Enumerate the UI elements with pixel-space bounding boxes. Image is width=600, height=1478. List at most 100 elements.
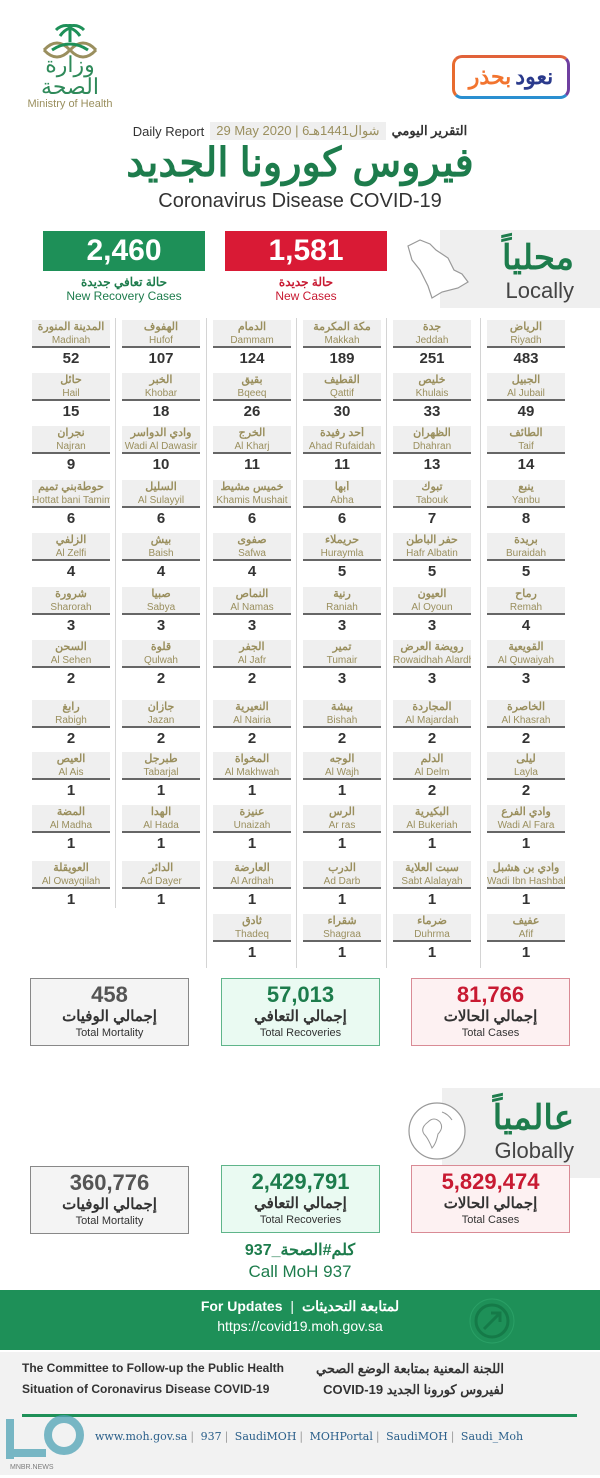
city-case-count: 1 — [156, 891, 166, 908]
city-label: جدة Jeddah — [393, 320, 471, 348]
column-divider — [296, 318, 297, 968]
local-cases-value: 81,766 — [456, 982, 525, 1007]
committee-ar: اللجنة المعنية بمتابعة الوضع الصحي لفيرو… — [244, 1358, 504, 1400]
call-hashtag: كلم#الصحة_937 — [244, 1242, 356, 1259]
city-cell: القطيف Qattif 30 — [303, 373, 381, 422]
city-cell: البكيرية Al Bukeriah 1 — [393, 805, 471, 854]
city-case-count: 3 — [337, 617, 347, 634]
city-cell: خميس مشيط Khamis Mushait 6 — [213, 480, 291, 529]
city-label: البكيرية Al Bukeriah — [393, 805, 471, 833]
city-label: خميس مشيط Khamis Mushait — [213, 480, 291, 508]
city-name-en: Ahad Rufaidah — [308, 441, 376, 452]
city-name-ar: حائل — [60, 374, 82, 386]
city-case-count: 1 — [337, 891, 347, 908]
city-name-ar: الوجه — [329, 753, 355, 765]
city-name-en: Al Sulayyil — [137, 495, 185, 506]
ministry-of-health-logo: وزارة الصحة Ministry of Health — [20, 20, 120, 110]
city-case-count: 2 — [247, 670, 257, 687]
city-label: تمير Tumair — [303, 640, 381, 668]
city-name-en: Abha — [330, 495, 354, 506]
city-case-count: 3 — [66, 617, 76, 634]
city-label: الطائف Taif — [487, 426, 565, 454]
city-cell: الجبيل Al Jubail 49 — [487, 373, 565, 422]
city-case-count: 3 — [337, 670, 347, 687]
city-name-en: Al Namas — [230, 602, 274, 613]
column-divider — [115, 318, 116, 908]
report-label-ar: التقرير اليومي — [391, 123, 468, 138]
city-case-count: 3 — [427, 617, 437, 634]
city-name-ar: سبت العلاية — [405, 862, 459, 874]
city-name-en: Shagraa — [323, 929, 361, 940]
global-mortality-value: 360,776 — [69, 1170, 150, 1195]
updates-url[interactable]: https://covid19.moh.gov.sa — [217, 1318, 383, 1334]
city-name-en: Riyadh — [510, 335, 542, 346]
new-recoveries-value: 2,460 — [43, 231, 205, 271]
city-name-en: Unaizah — [233, 820, 271, 831]
city-name-en: Dammam — [230, 335, 274, 346]
global-total-mortality: 360,776 إجمالي الوفيات Total Mortality — [30, 1166, 189, 1234]
phone-link[interactable]: 937 — [200, 1430, 222, 1443]
city-name-ar: الظهران — [413, 427, 451, 439]
updates-separator: | — [290, 1298, 295, 1314]
city-name-ar: عفيف — [512, 915, 540, 927]
local-total-mortality: 458 إجمالي الوفيات Total Mortality — [30, 978, 189, 1046]
city-label: أبها Abha — [303, 480, 381, 508]
city-name-ar: شقراء — [327, 915, 357, 927]
city-cell: حوطةبني تميم Hottat bani Tamim 6 — [32, 480, 110, 529]
city-case-count: 33 — [423, 403, 441, 420]
city-name-ar: الهفوف — [143, 321, 179, 333]
city-cell: الخرج Al Kharj 11 — [213, 426, 291, 475]
city-case-count: 1 — [247, 835, 257, 852]
campaign-word-2: بحذر — [468, 64, 512, 89]
youtube-link[interactable]: MOHPortal — [309, 1430, 373, 1443]
city-case-count: 1 — [521, 891, 531, 908]
city-label: الجفر Al Jafr — [213, 640, 291, 668]
city-label: صبيا Sabya — [122, 587, 200, 615]
city-name-ar: أبها — [334, 481, 350, 493]
city-name-en: Al Quwaiyah — [497, 655, 555, 666]
city-case-count: 52 — [62, 350, 80, 367]
city-name-ar: رابغ — [62, 701, 80, 713]
website-link[interactable]: www.moh.gov.sa — [95, 1430, 188, 1443]
city-name-ar: الخبر — [149, 374, 173, 386]
city-name-en: Wadi Al Dawasir — [124, 441, 198, 452]
city-case-count: 11 — [244, 456, 260, 473]
city-cell: صفوى Safwa 4 — [213, 533, 291, 582]
social-links: www.moh.gov.sa | 937 | SaudiMOH | MOHPortal… — [95, 1430, 524, 1443]
instagram-link[interactable]: SaudiMOH — [386, 1430, 448, 1443]
city-name-en: Sabya — [146, 602, 176, 613]
city-label: أحد رفيدة Ahad Rufaidah — [303, 426, 381, 454]
city-label: القطيف Qattif — [303, 373, 381, 401]
city-name-en: Thadeq — [235, 929, 269, 940]
snapchat-link[interactable]: Saudi_Moh — [460, 1430, 524, 1443]
city-name-en: Bqeeq — [237, 388, 267, 399]
city-name-ar: وادي الفرع — [501, 806, 551, 818]
city-name-en: Al Kharj — [234, 441, 270, 452]
city-name-ar: حوطةبني تميم — [38, 481, 104, 493]
city-name-en: Tumair — [326, 655, 358, 666]
city-name-ar: تبوك — [421, 481, 443, 493]
city-label: المجاردة Al Majardah — [393, 700, 471, 728]
city-cell: رابغ Rabigh 2 — [32, 700, 110, 749]
city-cell: مكة المكرمة Makkah 189 — [303, 320, 381, 369]
city-cell: حائل Hail 15 — [32, 373, 110, 422]
column-divider — [206, 318, 207, 968]
city-cell: الخبر Khobar 18 — [122, 373, 200, 422]
city-name-en: Duhrma — [414, 929, 450, 940]
twitter-link[interactable]: SaudiMOH — [234, 1430, 297, 1443]
city-cell: الهدا Al Hada 1 — [122, 805, 200, 854]
city-name-ar: تمير — [332, 641, 352, 653]
city-name-en: Al Owayqilah — [41, 876, 101, 887]
city-case-count: 3 — [156, 617, 166, 634]
committee-en-line-1: The Committee to Follow-up the Public He… — [22, 1361, 285, 1375]
local-cases-label-en: Total Cases — [461, 1027, 520, 1039]
new-recoveries-label-ar: حالة تعافي جديدة — [81, 275, 167, 289]
city-name-ar: ليلى — [516, 753, 536, 765]
city-name-en: Hufof — [149, 335, 173, 346]
city-label: وادي الدواسر Wadi Al Dawasir — [122, 426, 200, 454]
city-label: شرورة Sharorah — [32, 587, 110, 615]
city-label: الجبيل Al Jubail — [487, 373, 565, 401]
ministry-name-ar: وزارة الصحة — [41, 52, 99, 99]
city-name-en: Wadi Ibn Hashbal — [487, 876, 565, 887]
city-label: الدلم Al Delm — [393, 752, 471, 780]
